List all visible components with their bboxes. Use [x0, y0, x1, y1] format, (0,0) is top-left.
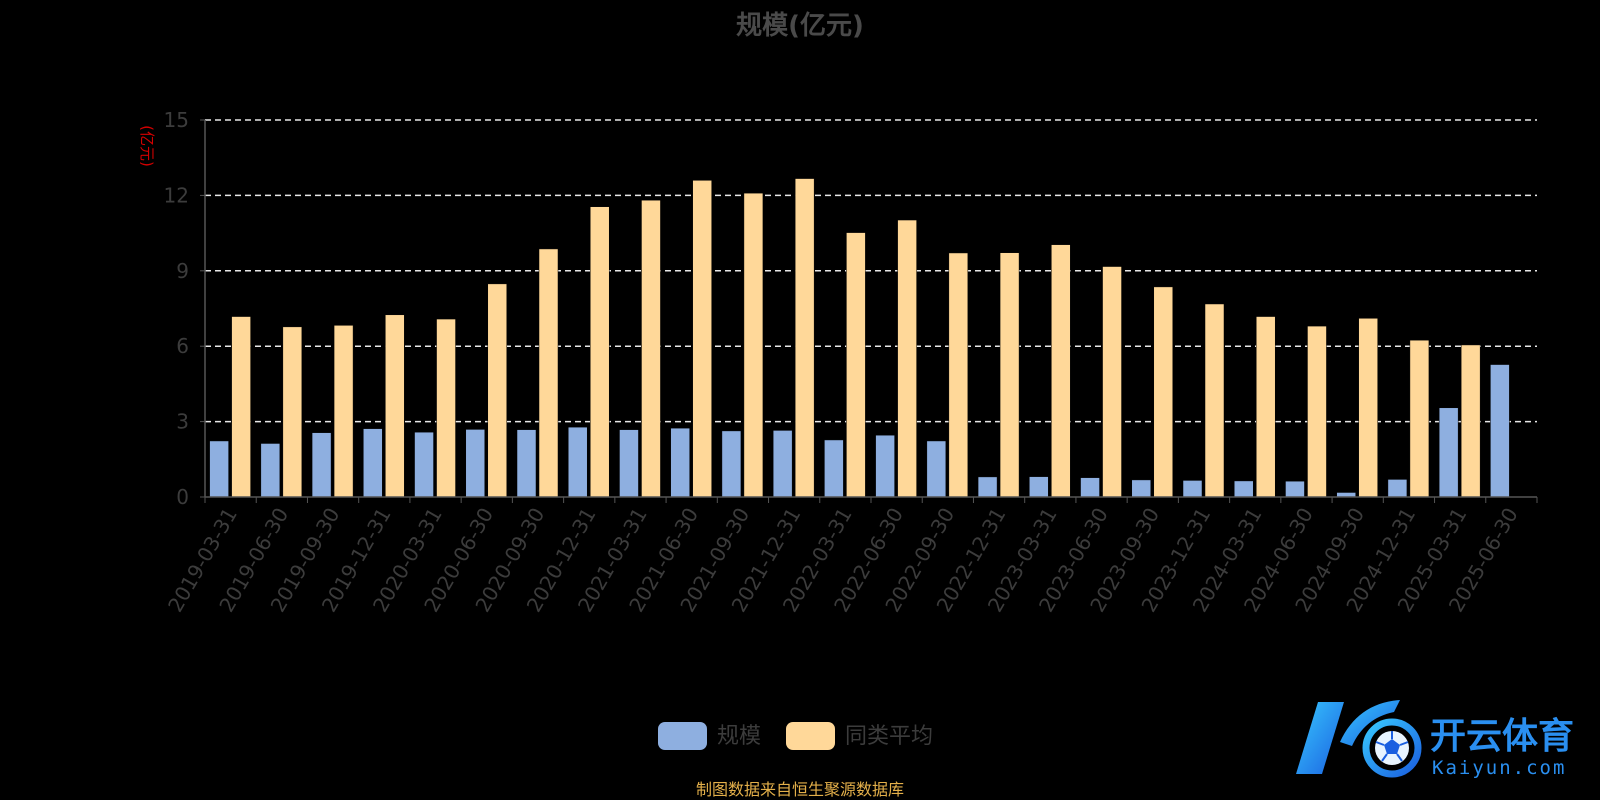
bar-scale[interactable] [260, 443, 281, 498]
bar-peer-average[interactable] [641, 199, 661, 498]
bar-peer-average[interactable] [1153, 286, 1174, 498]
bar-peer-average[interactable] [1460, 344, 1481, 498]
bar-scale[interactable] [670, 427, 690, 498]
bar-scale[interactable] [824, 439, 844, 498]
axes [204, 120, 1537, 498]
bar-peer-average[interactable] [385, 314, 405, 498]
bar-scale[interactable] [772, 430, 793, 498]
bar-peer-average[interactable] [1409, 339, 1430, 498]
bar-scale[interactable] [209, 440, 229, 498]
bar-scale[interactable] [926, 440, 947, 498]
bar-scale[interactable] [1438, 407, 1459, 498]
bar-peer-average[interactable] [589, 206, 610, 498]
bar-peer-average[interactable] [743, 192, 764, 498]
bar-peer-average[interactable] [231, 316, 251, 498]
bar-scale[interactable] [567, 426, 588, 498]
legend-label-scale: 规模 [717, 724, 761, 749]
bar-scale[interactable] [1131, 479, 1152, 498]
chart-title: 规模(亿元) [736, 11, 864, 41]
watermark-brand-en: Kaiyun.com [1432, 757, 1566, 779]
bar-scale[interactable] [414, 431, 434, 498]
bar-scale[interactable] [721, 430, 742, 498]
bar-scale[interactable] [1285, 480, 1305, 498]
bar-peer-average[interactable] [692, 180, 712, 498]
bar-peer-average[interactable] [1204, 303, 1225, 498]
legend-swatch-scale [658, 722, 707, 750]
bar-scale[interactable] [311, 432, 332, 498]
y-tick-label: 0 [176, 485, 189, 509]
watermark-brand-cn: 开云体育 [1430, 716, 1574, 757]
bar-scale[interactable] [363, 428, 383, 498]
bar-peer-average[interactable] [999, 252, 1020, 498]
bar-scale[interactable] [619, 429, 639, 498]
legend-item-peer-average[interactable]: 同类平均 [786, 722, 933, 750]
bar-peer-average[interactable] [1051, 244, 1071, 498]
bar-peer-average[interactable] [436, 318, 456, 498]
y-ticks: 0 3 6 9 12 15 [164, 108, 205, 509]
bar-scale[interactable] [1182, 480, 1203, 498]
bar-peer-average[interactable] [333, 325, 354, 498]
bar-scale[interactable] [1387, 479, 1408, 498]
bar-peer-average[interactable] [1307, 325, 1327, 498]
bar-scale[interactable] [1490, 364, 1510, 498]
y-tick-label: 6 [176, 334, 189, 358]
bar-peer-average[interactable] [897, 219, 917, 498]
bar-peer-average[interactable] [846, 232, 866, 498]
bar-peer-average[interactable] [487, 283, 508, 498]
bar-scale[interactable] [1029, 476, 1049, 498]
legend-item-scale[interactable]: 规模 [658, 722, 761, 750]
bar-scale[interactable] [1080, 477, 1100, 498]
bar-peer-average[interactable] [948, 252, 969, 498]
bars [209, 178, 1510, 498]
x-ticks: 2019-03-312019-06-302019-09-302019-12-31… [163, 497, 1538, 616]
bar-peer-average[interactable] [1358, 318, 1378, 498]
watermark-logo: 开云体育 Kaiyun.com [1296, 700, 1574, 779]
legend-label-peer-average: 同类平均 [845, 724, 933, 749]
y-tick-label: 15 [164, 108, 189, 132]
bar-scale[interactable] [516, 429, 537, 498]
legend: 规模 同类平均 [658, 722, 933, 750]
bar-scale[interactable] [875, 434, 895, 498]
source-note: 制图数据来自恒生聚源数据库 [696, 780, 904, 799]
bar-scale[interactable] [1233, 480, 1254, 498]
bar-peer-average[interactable] [794, 178, 815, 498]
y-tick-label: 3 [176, 410, 189, 434]
k-ball-icon [1296, 700, 1422, 778]
bar-peer-average[interactable] [282, 326, 303, 498]
bar-peer-average[interactable] [1102, 266, 1122, 498]
bar-peer-average[interactable] [1255, 316, 1276, 498]
bar-scale[interactable] [465, 429, 486, 498]
legend-swatch-peer-average [786, 722, 835, 750]
grid-lines [205, 119, 1537, 423]
bar-scale[interactable] [977, 476, 998, 498]
bar-peer-average[interactable] [538, 248, 559, 498]
y-tick-label: 9 [176, 259, 189, 283]
y-axis-label: (亿元) [138, 125, 156, 167]
y-tick-label: 12 [164, 183, 189, 207]
